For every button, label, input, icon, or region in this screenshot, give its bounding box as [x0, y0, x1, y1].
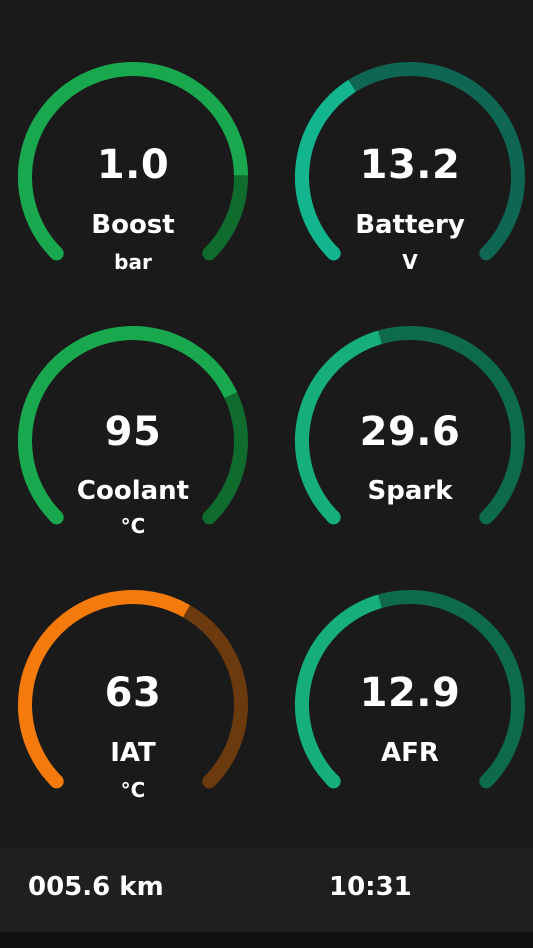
gauge-label: Boost — [91, 210, 175, 240]
gauge-fill — [295, 330, 382, 523]
gauge-start-cap — [326, 774, 341, 789]
gauge-fill — [18, 62, 248, 259]
gauge-unit: °C — [120, 778, 146, 802]
gauge-iat: 63 IAT °C — [0, 570, 266, 840]
gauge-afr: 12.9 AFR — [277, 570, 533, 840]
gauge-start-cap — [49, 774, 64, 789]
gauge-value: 63 — [104, 670, 162, 716]
gauge-boost: 1.0 Boost bar — [0, 42, 266, 312]
gauge-spark: 29.6 Spark — [277, 306, 533, 576]
gauge-label: Coolant — [76, 476, 190, 506]
gauge-arc — [18, 590, 248, 789]
clock-readout: 10:31 — [329, 872, 412, 902]
bottom-bar — [0, 932, 533, 948]
gauge-value: 29.6 — [359, 409, 461, 455]
gauge-fill — [18, 326, 238, 523]
gauge-unit: V — [402, 250, 418, 274]
status-footer: 005.6 km 10:31 — [0, 848, 533, 932]
gauge-arc — [18, 62, 248, 261]
gauge-value: 95 — [104, 409, 162, 455]
gauge-arc — [295, 590, 525, 789]
gauge-fill — [18, 590, 190, 787]
gauge-battery: 13.2 Battery V — [277, 42, 533, 312]
gauge-start-cap — [49, 510, 64, 525]
gauge-start-cap — [326, 246, 341, 261]
gauge-coolant: 95 Coolant °C — [0, 306, 266, 576]
gauge-unit: bar — [114, 250, 152, 274]
gauge-label: AFR — [381, 738, 439, 768]
odometer-readout: 005.6 km — [28, 872, 164, 902]
gauge-fill — [295, 79, 356, 259]
gauge-value: 1.0 — [96, 142, 170, 188]
gauge-arc — [295, 326, 525, 525]
gauge-value: 12.9 — [359, 670, 461, 716]
gauge-arc — [295, 62, 525, 261]
gauge-value: 13.2 — [359, 142, 461, 188]
gauge-fill — [295, 594, 382, 787]
gauge-start-cap — [326, 510, 341, 525]
gauge-label: Spark — [367, 476, 453, 506]
gauge-start-cap — [49, 246, 64, 261]
gauge-label: Battery — [355, 210, 465, 240]
gauge-label: IAT — [110, 738, 156, 768]
gauge-unit: °C — [120, 514, 146, 538]
gauge-arc — [18, 326, 248, 525]
